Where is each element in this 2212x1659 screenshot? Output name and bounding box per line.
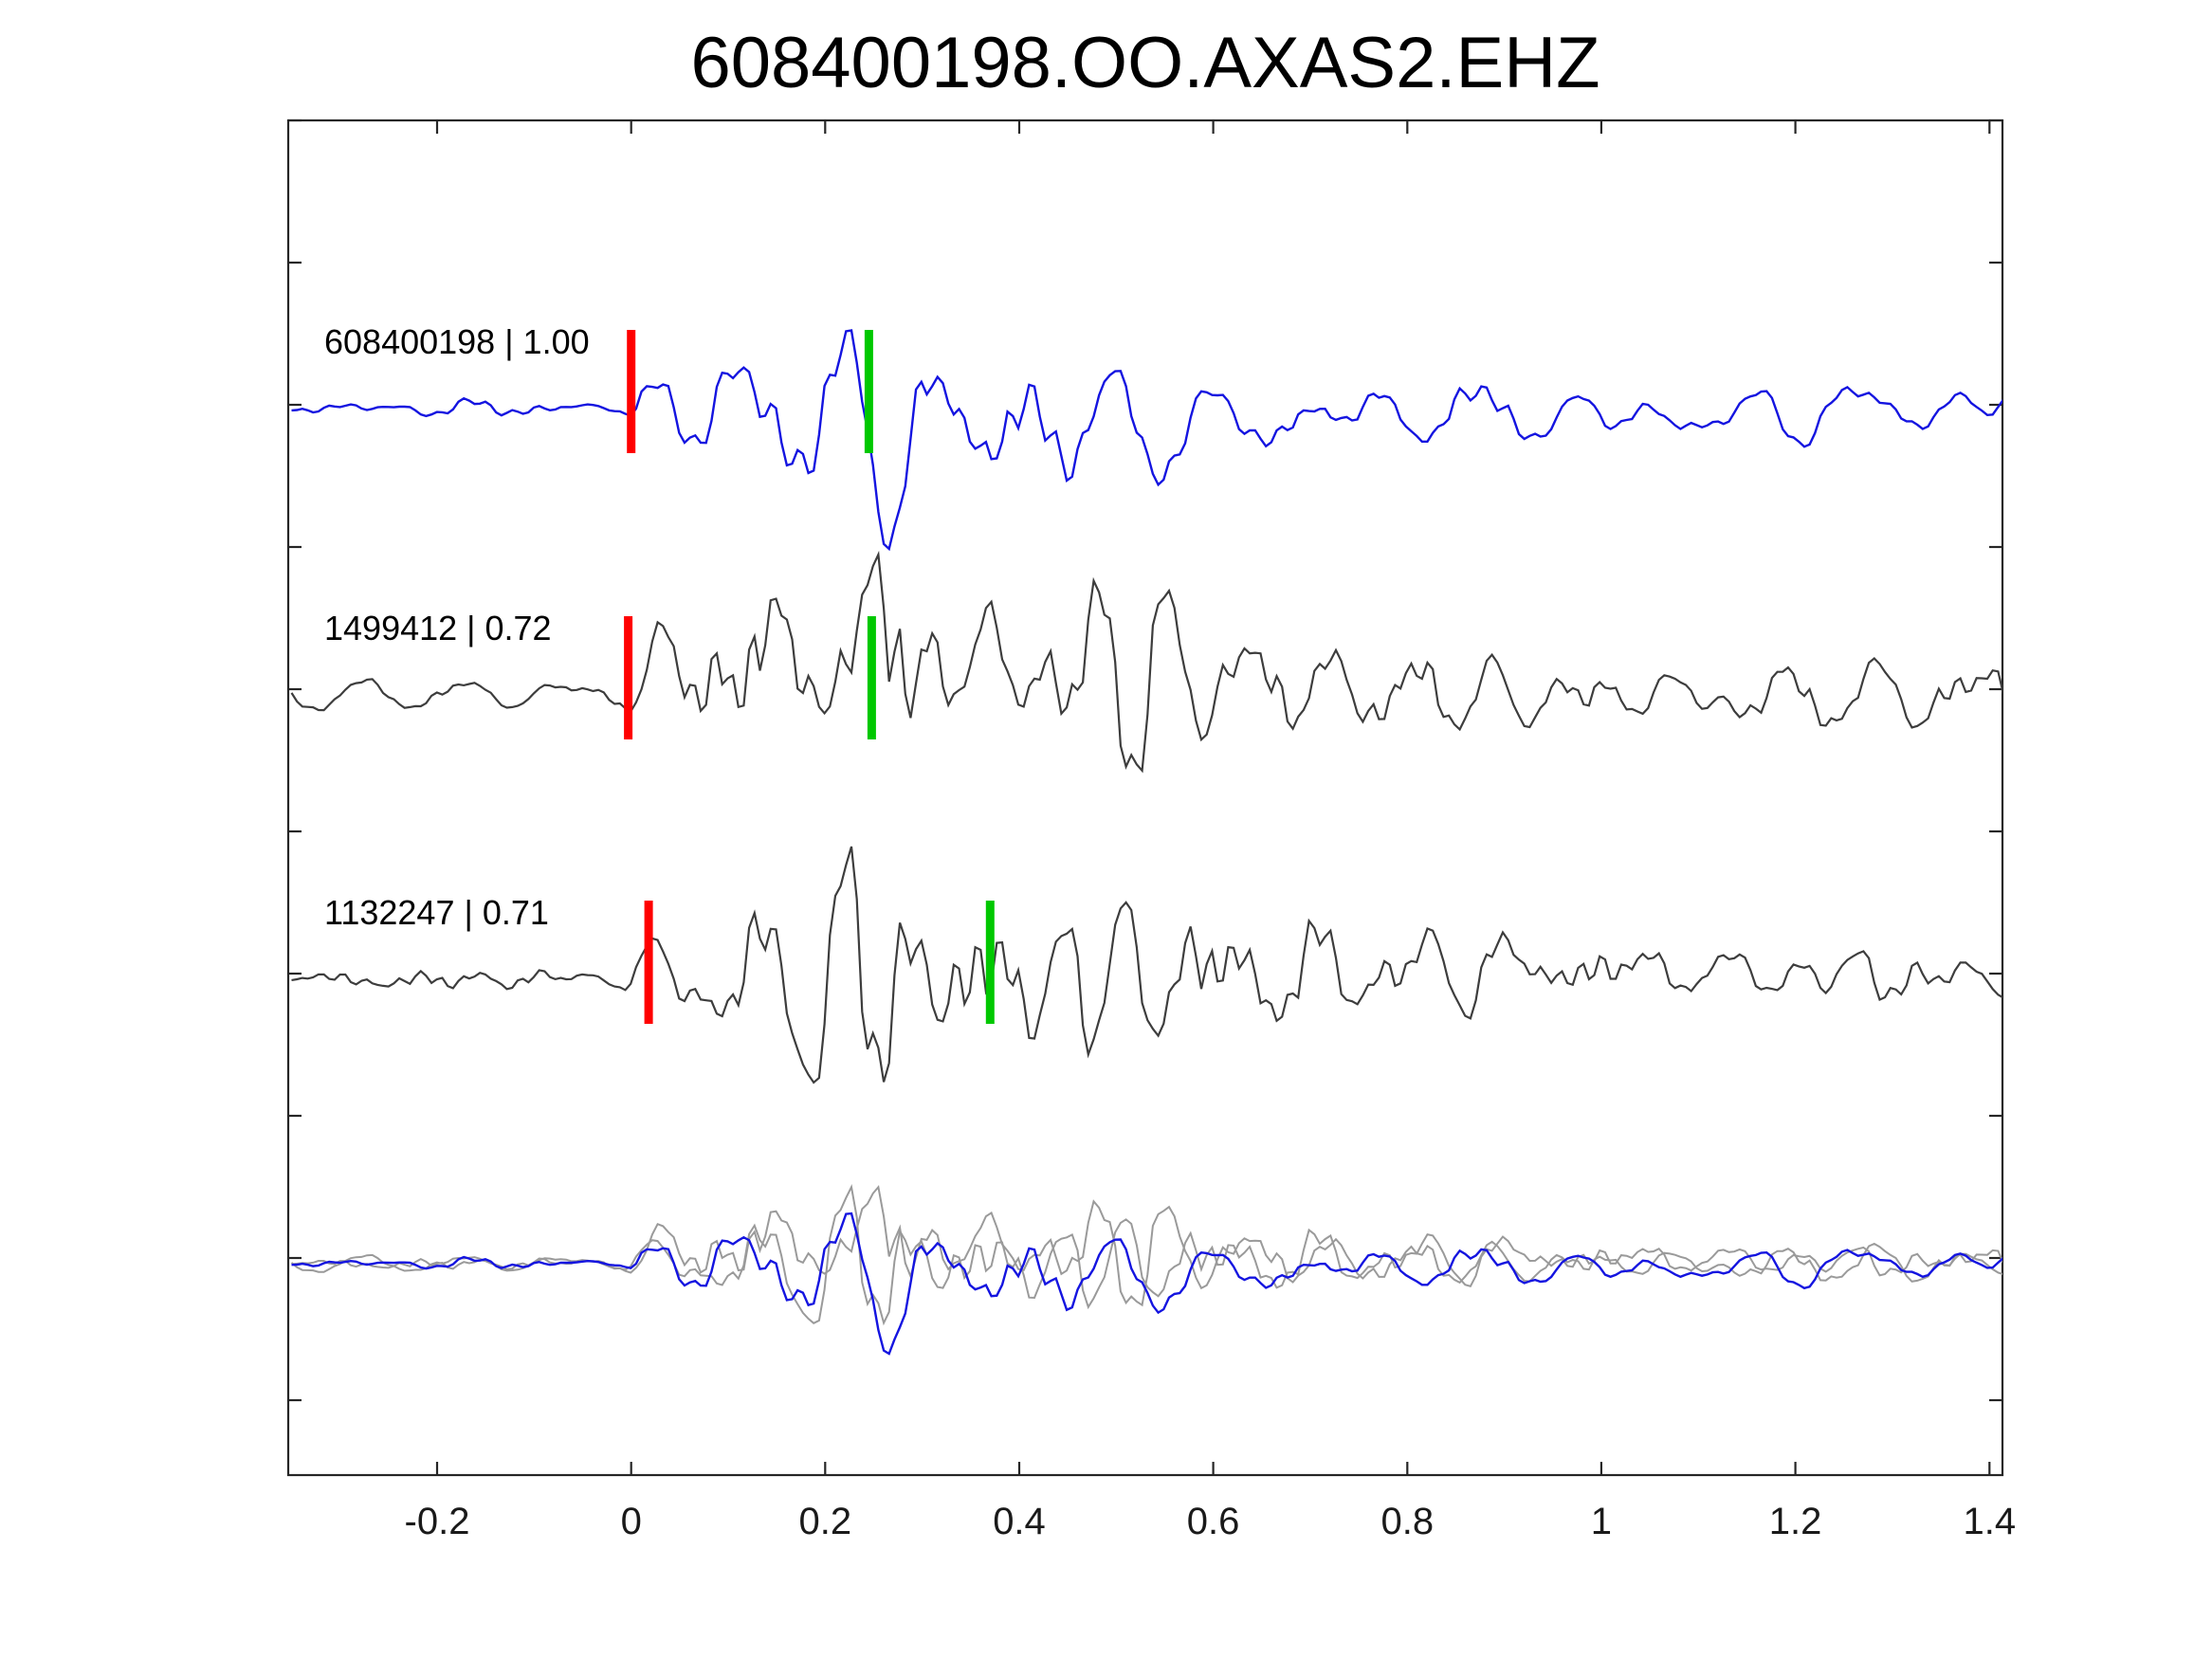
svg-text:1499412 | 0.72: 1499412 | 0.72 [324,609,552,647]
svg-text:608400198.OO.AXAS2.EHZ: 608400198.OO.AXAS2.EHZ [690,23,1600,103]
svg-text:-0.2: -0.2 [405,1501,470,1542]
svg-text:1.4: 1.4 [1963,1501,2016,1542]
svg-text:0: 0 [621,1501,642,1542]
svg-text:0.6: 0.6 [1187,1501,1240,1542]
svg-text:0.4: 0.4 [993,1501,1046,1542]
svg-text:608400198 | 1.00: 608400198 | 1.00 [324,322,590,361]
svg-text:0.2: 0.2 [798,1501,851,1542]
svg-text:0.8: 0.8 [1380,1501,1434,1542]
svg-text:1132247 | 0.71: 1132247 | 0.71 [324,893,549,932]
svg-text:1.2: 1.2 [1769,1501,1822,1542]
svg-text:1: 1 [1591,1501,1612,1542]
